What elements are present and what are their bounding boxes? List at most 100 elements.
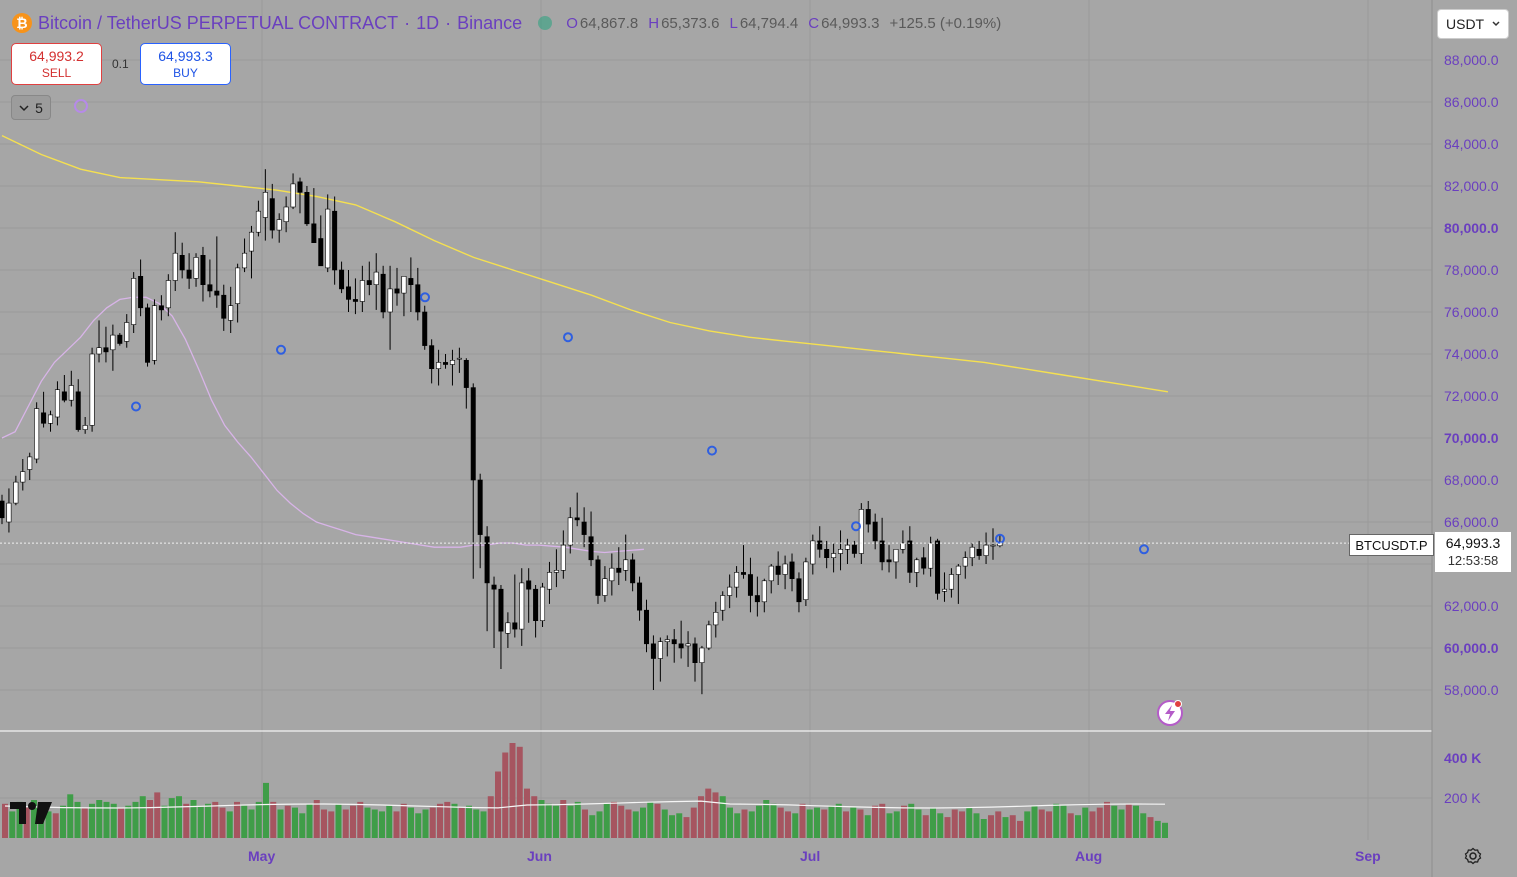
- candle-body: [741, 572, 747, 575]
- exchange: Binance: [457, 12, 523, 33]
- volume-bar: [31, 800, 37, 838]
- volume-bar: [719, 796, 726, 838]
- volume-bar: [342, 809, 349, 838]
- volume-bar: [1154, 820, 1161, 838]
- volume-bar: [321, 809, 327, 838]
- indicator-visibility-icon[interactable]: [74, 99, 88, 113]
- volume-bar: [1060, 805, 1067, 838]
- volume-bar: [545, 803, 552, 838]
- moving-average-short: [1, 296, 644, 554]
- candle-body: [609, 567, 615, 582]
- ma-long-line: [1, 134, 1169, 393]
- volume-bar: [850, 807, 857, 838]
- volume-bar: [357, 801, 364, 838]
- indicators-toggle[interactable]: 5: [11, 95, 51, 120]
- volume-bar: [915, 809, 922, 838]
- candle-body: [283, 206, 289, 222]
- volume-bar: [429, 807, 436, 838]
- candle-body: [477, 479, 483, 535]
- signal-markers: [131, 292, 1149, 555]
- candle-body: [311, 223, 317, 244]
- volume-bar: [292, 807, 298, 838]
- candle-body: [339, 269, 345, 290]
- volume-bar: [480, 811, 487, 838]
- currency-select[interactable]: USDT: [1437, 9, 1509, 39]
- volume-bar: [110, 803, 117, 838]
- volume-bar: [226, 811, 233, 838]
- sell-button[interactable]: 64,993.2 SELL: [11, 43, 102, 85]
- candle-body: [248, 231, 254, 252]
- signal-marker: [563, 332, 573, 343]
- candle-body: [831, 553, 837, 558]
- candle-body: [948, 574, 954, 590]
- volume-bar: [582, 809, 588, 838]
- lightning-icon[interactable]: [1156, 699, 1184, 727]
- volume-bar: [400, 803, 407, 838]
- candle-body: [345, 286, 351, 300]
- candle-body: [879, 540, 885, 563]
- candle-body: [186, 269, 192, 279]
- volume-bar: [1125, 803, 1132, 838]
- x-tick-label: Sep: [1355, 848, 1381, 864]
- order-quantity[interactable]: 0.1: [112, 57, 129, 71]
- y-tick-label: 62,000.0: [1444, 598, 1499, 614]
- volume-bar: [690, 807, 697, 838]
- volume-bar: [52, 813, 59, 838]
- volume-bar: [792, 813, 799, 838]
- volume-bar: [328, 811, 335, 838]
- volume-bar: [219, 807, 226, 838]
- interval[interactable]: 1D: [416, 12, 440, 33]
- volume-bar: [785, 811, 791, 838]
- volume-bar: [371, 809, 378, 838]
- volume-bar: [81, 807, 88, 838]
- y-tick-label: 82,000.0: [1444, 178, 1499, 194]
- candle-body: [290, 183, 296, 208]
- candle-body: [359, 280, 365, 302]
- y-tick-label: 58,000.0: [1444, 682, 1499, 698]
- candle-body: [803, 561, 809, 601]
- chevron-down-icon: [1492, 21, 1500, 27]
- candle-body: [699, 647, 705, 663]
- volume-bar: [487, 796, 494, 838]
- volume-bar: [683, 817, 690, 838]
- symbol-name[interactable]: Bitcoin / TetherUS PERPETUAL CONTRACT: [38, 12, 399, 33]
- volume-bar: [843, 811, 849, 838]
- candle-body: [754, 595, 760, 603]
- sell-price: 64,993.2: [29, 48, 84, 64]
- volume-bar: [386, 805, 393, 838]
- candle-body: [969, 546, 975, 559]
- volume-bar: [1111, 805, 1118, 838]
- volume-bar: [1089, 811, 1096, 838]
- buy-button[interactable]: 64,993.3 BUY: [140, 43, 231, 85]
- volume-bar: [676, 813, 683, 838]
- volume-ma-line: [4, 800, 1166, 809]
- volume-bar: [835, 803, 842, 838]
- candle-body: [941, 588, 947, 592]
- candle-body: [505, 622, 511, 634]
- candle-body: [519, 582, 525, 630]
- candle-body: [553, 569, 559, 573]
- candle-body: [408, 278, 414, 285]
- volume-bar: [1017, 820, 1023, 838]
- volume-bar: [770, 803, 777, 838]
- volume-bar: [857, 809, 864, 838]
- volume-bar: [1104, 801, 1110, 838]
- volume-bar: [255, 801, 262, 838]
- candle-body: [851, 544, 857, 554]
- volume-tick-label: 400 K: [1444, 750, 1482, 766]
- candle-body: [893, 548, 899, 563]
- buy-price: 64,993.3: [158, 48, 213, 64]
- candle-body: [824, 548, 830, 558]
- volume-bar: [9, 811, 16, 838]
- volume-bar: [908, 803, 915, 838]
- candle-body: [172, 252, 178, 281]
- volume-bar: [777, 807, 784, 838]
- candle-body: [269, 198, 275, 231]
- indicators-count: 5: [35, 99, 43, 116]
- volume-bar: [1133, 805, 1139, 838]
- gear-icon[interactable]: [1464, 847, 1482, 865]
- signal-marker: [707, 445, 717, 456]
- candle-body: [352, 299, 358, 302]
- volume-bar: [190, 800, 197, 838]
